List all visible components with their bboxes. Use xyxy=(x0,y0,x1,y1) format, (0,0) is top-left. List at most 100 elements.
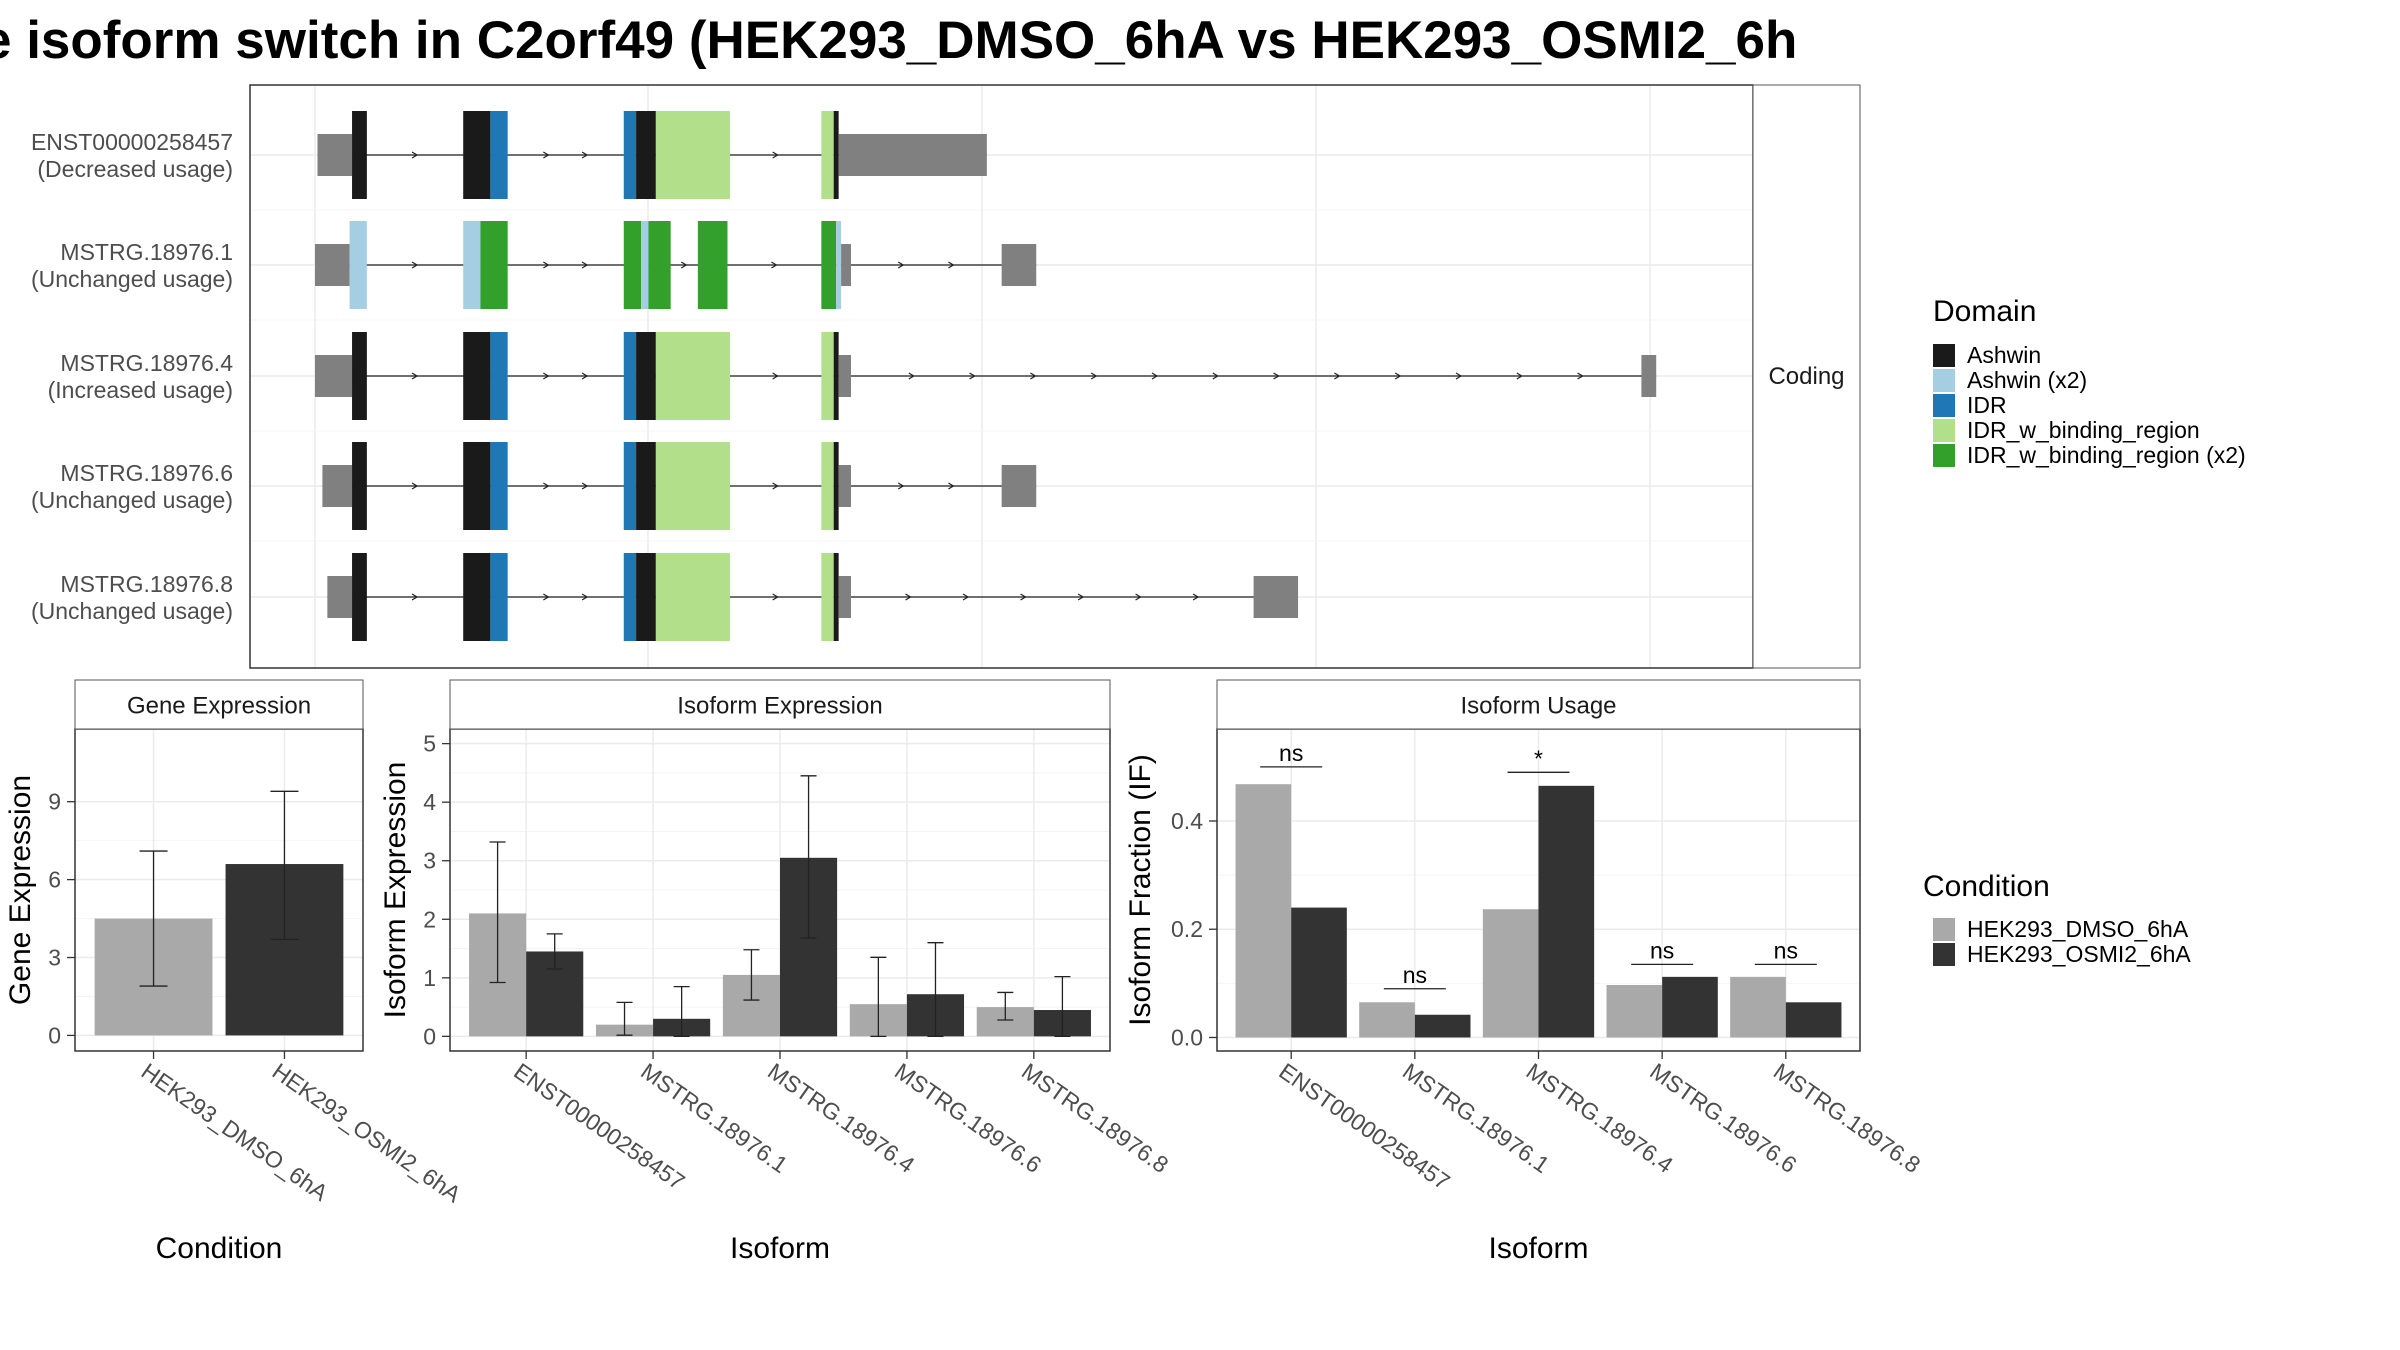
intron-arrow xyxy=(581,151,589,159)
panel-strip xyxy=(449,679,1111,730)
condition-legend-title: Condition xyxy=(1923,870,2050,903)
utr-block xyxy=(322,465,353,507)
isoform-usage-label: (Unchanged usage) xyxy=(31,266,233,292)
exon-domain-block xyxy=(655,111,730,199)
bar xyxy=(1414,1014,1471,1038)
intron-arrow xyxy=(1020,593,1027,601)
domain-legend-title: Domain xyxy=(1933,295,2036,328)
isoform-usage-label: (Increased usage) xyxy=(48,377,233,403)
legend-swatch xyxy=(1933,369,1955,392)
legend-swatch xyxy=(1933,344,1955,367)
utr-block xyxy=(838,465,851,507)
legend-label: Ashwin (x2) xyxy=(1967,367,2087,393)
bar xyxy=(1291,907,1347,1038)
exon-domain-block xyxy=(480,221,508,309)
intron-arrow xyxy=(897,482,905,490)
y-axis-label: Isoform Expression xyxy=(379,762,412,1019)
y-tick-label: 0 xyxy=(423,1023,436,1049)
utr-block xyxy=(838,355,851,397)
legend-label: IDR xyxy=(1967,392,2007,418)
intron-arrow xyxy=(1273,372,1280,380)
intron-arrow xyxy=(1192,593,1200,601)
isoform-id-label: MSTRG.18976.1 xyxy=(60,239,233,265)
intron-arrow xyxy=(969,372,976,380)
exon-domain-block xyxy=(833,332,839,420)
intron-arrow xyxy=(1455,372,1463,380)
y-tick-label: 0.2 xyxy=(1171,916,1203,942)
exon-domain-block xyxy=(352,553,367,641)
legend-swatch xyxy=(1933,419,1955,442)
utr-block xyxy=(315,244,350,286)
y-tick-label: 0.4 xyxy=(1171,808,1203,834)
intron-arrow xyxy=(771,261,778,269)
intron-arrow xyxy=(1212,372,1219,380)
panel-strip xyxy=(1216,679,1861,730)
exon-domain-block xyxy=(623,111,637,199)
y-tick-label: 0 xyxy=(48,1022,61,1048)
significance-label: ns xyxy=(1650,937,1674,963)
facet-strip-label: Coding xyxy=(1768,363,1844,390)
y-axis-label: Isoform Fraction (IF) xyxy=(1124,754,1157,1026)
exon-domain-block xyxy=(490,553,508,641)
exon-domain-block xyxy=(655,442,730,530)
panel-strip xyxy=(74,679,364,730)
intron-arrow xyxy=(908,372,915,380)
intron-arrow xyxy=(962,593,970,601)
intron-arrow xyxy=(1030,372,1037,380)
exon-domain-block xyxy=(821,442,834,530)
significance-label: ns xyxy=(1279,740,1303,766)
panel-title: Isoform Usage xyxy=(1460,693,1616,720)
bar xyxy=(1785,1002,1842,1038)
intron-arrow xyxy=(1077,593,1085,601)
y-tick-label: 2 xyxy=(423,906,436,932)
bar xyxy=(1359,1002,1415,1038)
intron-arrow xyxy=(543,261,550,269)
intron-arrow xyxy=(543,372,550,380)
intron-arrow xyxy=(1577,372,1584,380)
significance-label: * xyxy=(1534,745,1543,771)
exon-domain-block xyxy=(623,553,637,641)
exon-domain-block xyxy=(655,332,730,420)
transcript-structure-panel: ENST00000258457(Decreased usage) MSTRG.18… xyxy=(31,84,1861,669)
exon-domain-block xyxy=(821,332,834,420)
bar xyxy=(1662,976,1718,1038)
intron-arrow xyxy=(581,372,589,380)
intron-arrow xyxy=(411,482,419,490)
bar xyxy=(1482,909,1539,1038)
legend-label: Ashwin xyxy=(1967,342,2041,368)
y-tick-label: 0.0 xyxy=(1171,1024,1203,1050)
intron-arrow xyxy=(411,261,419,269)
utr-block xyxy=(1253,576,1299,618)
legend-label: IDR_w_binding_region xyxy=(1967,417,2200,443)
exon-domain-block xyxy=(833,111,839,199)
intron-arrow xyxy=(772,151,779,159)
utr-block xyxy=(315,355,353,397)
intron-arrow xyxy=(543,593,550,601)
exon-domain-block xyxy=(623,332,637,420)
exon-domain-block xyxy=(352,442,367,530)
y-tick-label: 3 xyxy=(48,945,61,971)
intron-arrow xyxy=(411,593,419,601)
significance-label: ns xyxy=(1403,962,1427,988)
x-axis-label: Isoform xyxy=(730,1232,830,1265)
exon-domain-block xyxy=(463,442,491,530)
exon-domain-block xyxy=(655,553,730,641)
intron-arrow xyxy=(772,372,779,380)
legend-swatch xyxy=(1933,444,1955,467)
exon-domain-block xyxy=(463,553,491,641)
utr-block xyxy=(327,576,353,618)
intron-arrow xyxy=(543,151,550,159)
exon-domain-block xyxy=(636,332,656,420)
utr-block xyxy=(1641,355,1657,397)
intron-arrow xyxy=(581,482,589,490)
isoform-id-label: ENST00000258457 xyxy=(31,129,233,155)
intron-arrow xyxy=(680,261,688,269)
exon-domain-block xyxy=(463,221,481,309)
exon-domain-block xyxy=(349,221,367,309)
exon-domain-block xyxy=(836,221,842,309)
intron-arrow xyxy=(581,593,589,601)
exon-domain-block xyxy=(623,442,637,530)
intron-arrow xyxy=(772,593,779,601)
